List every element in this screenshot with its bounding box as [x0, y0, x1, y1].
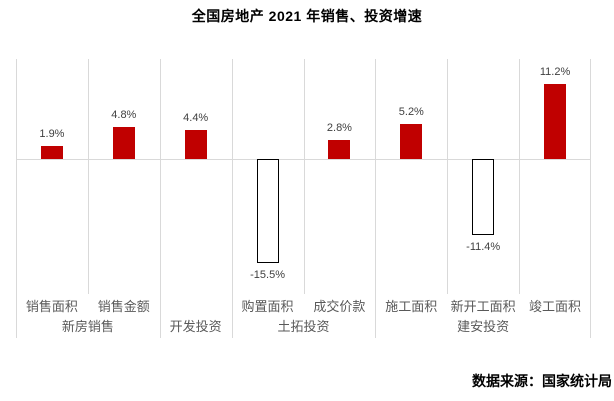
bar: [328, 140, 351, 159]
bar-value-label: -11.4%: [466, 241, 501, 254]
axis-group-label: 开发投资: [169, 319, 222, 334]
axis-category-label: 施工面积: [385, 299, 438, 314]
bar: [472, 159, 495, 236]
column-grid-line: [375, 59, 377, 338]
bar-value-label: 2.8%: [326, 122, 352, 135]
bar: [184, 129, 207, 159]
column-grid-line: [16, 59, 17, 338]
column-grid-line: [519, 59, 521, 294]
bar-value-label: 4.4%: [183, 111, 209, 124]
bar: [112, 126, 135, 159]
bar: [544, 83, 567, 159]
bar-value-label: -15.5%: [250, 268, 285, 281]
column-grid-line: [87, 59, 89, 294]
chart-title: 全国房地产 2021 年销售、投资增速: [191, 8, 423, 24]
data-source-note: 数据来源：国家统计局: [472, 373, 612, 389]
bar: [40, 146, 63, 159]
axis-category-label: 新开工面积: [450, 299, 516, 314]
axis-category-label: 销售金额: [97, 299, 150, 314]
bar-chart-plot-area: 1.9% 4.8% 4.4% -15.5% 2.8% 5.2% -11.4% 11.2% 销售面…: [16, 59, 591, 338]
axis-group-label: 土拓投资: [277, 319, 330, 334]
bar: [256, 159, 279, 263]
axis-category-label: 竣工面积: [529, 299, 582, 314]
column-grid-line: [303, 59, 305, 294]
axis-category-label: 成交价款: [313, 299, 366, 314]
column-grid-line: [159, 59, 161, 338]
bar-value-label: 11.2%: [539, 65, 571, 78]
axis-category-label: 购置面积: [241, 299, 294, 314]
zero-axis-line: [16, 159, 591, 160]
axis-group-label: 建安投资: [457, 319, 510, 334]
bar-value-label: 1.9%: [39, 128, 65, 141]
column-grid-line: [231, 59, 233, 338]
bar: [400, 124, 423, 159]
axis-category-label: 销售面积: [25, 299, 78, 314]
bar-value-label: 4.8%: [111, 108, 137, 121]
column-grid-line: [447, 59, 449, 294]
bar-value-label: 5.2%: [398, 106, 424, 119]
axis-group-label: 新房销售: [61, 319, 114, 334]
column-grid-line: [590, 59, 591, 338]
